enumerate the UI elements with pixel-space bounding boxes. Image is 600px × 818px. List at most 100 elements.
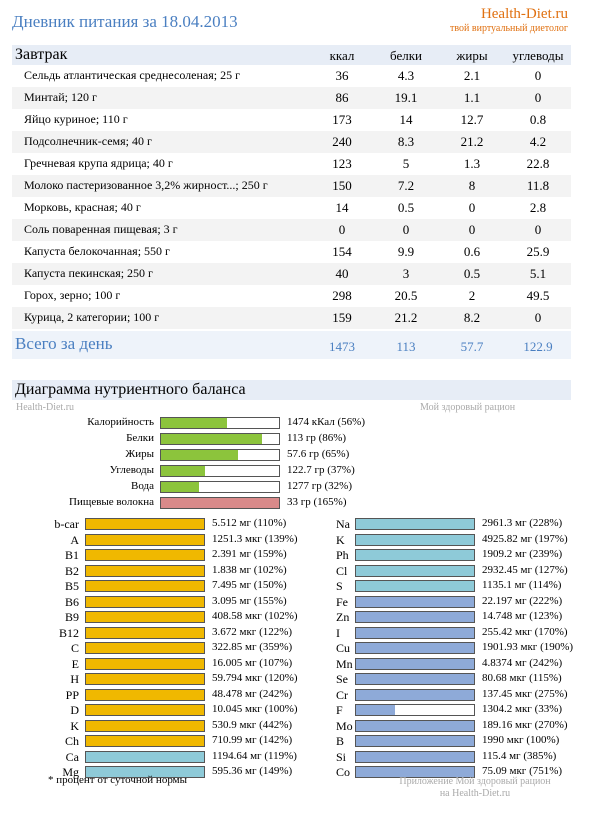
balance-label: Калорийность <box>87 416 154 428</box>
vitamin-value: 5.512 мг (110%) <box>212 517 287 529</box>
mineral-bar <box>355 580 475 592</box>
col-header-fat: жиры <box>456 48 488 63</box>
mineral-value: 4925.82 мг (197%) <box>482 532 568 545</box>
vitamin-value: 10.045 мкг (100%) <box>212 703 298 715</box>
vitamin-value: 48.478 мг (242%) <box>212 687 293 700</box>
cell-kcal: 86 <box>335 90 349 105</box>
mineral-bar <box>355 750 475 763</box>
mineral-label: Cl <box>336 563 348 578</box>
table-row[interactable]: Капуста белокочанная; 550 г 154 9.9 0.6 25.9 <box>12 241 571 263</box>
vitamin-bar-fill <box>86 612 204 622</box>
balance-value: 1277 гр (32%) <box>287 480 353 492</box>
vitamin-label: E <box>71 656 79 671</box>
mineral-label: Cu <box>336 641 351 655</box>
vitamin-value: 3.095 мг (155%) <box>212 594 287 607</box>
watermark-left: Health-Diet.ru <box>16 402 75 413</box>
mineral-label: Mo <box>336 718 353 733</box>
vitamin-label: Ch <box>64 734 79 748</box>
vitamin-value: 2.391 мг (159%) <box>212 548 287 560</box>
vitamin-bar <box>85 518 205 530</box>
mineral-bar <box>355 657 475 670</box>
table-row[interactable]: Морковь, красная; 40 г 14 0.5 0 2.8 <box>12 197 571 219</box>
mineral-bar <box>355 549 475 561</box>
mineral-value: 22.197 мг (222%) <box>482 594 563 607</box>
cell-fat: 2.1 <box>463 68 481 83</box>
cell-kcal: 173 <box>332 112 352 127</box>
mineral-bar <box>355 704 475 716</box>
balance-bar-fill <box>161 434 263 444</box>
cell-fat: 0 <box>468 200 476 215</box>
cell-kcal: 36 <box>335 68 349 83</box>
table-row[interactable]: Яйцо куриное; 110 г 173 14 12.7 0.8 <box>12 109 571 131</box>
mineral-value: 137.45 мкг (275%) <box>482 687 568 700</box>
vitamin-value: 322.85 мг (359%) <box>212 641 293 653</box>
cell-fat: 2 <box>468 288 476 303</box>
mineral-bar-fill <box>356 751 474 762</box>
cell-protein: 0 <box>402 222 410 237</box>
mineral-label: S <box>336 579 343 593</box>
cell-carbs: 22.8 <box>526 156 550 171</box>
cell-carbs: 49.5 <box>526 288 550 303</box>
table-row[interactable]: Минтай; 120 г 86 19.1 1.1 0 <box>12 87 571 109</box>
vitamin-bar-fill <box>86 519 204 529</box>
balance-bar-fill <box>161 450 238 460</box>
cell-carbs: 11.8 <box>526 178 550 193</box>
vitamin-bar <box>85 564 205 577</box>
mineral-bar <box>355 626 475 639</box>
vitamin-bar-fill <box>86 534 204 545</box>
mineral-bar-fill <box>356 658 474 669</box>
meal-title: Завтрак <box>15 46 68 63</box>
cell-kcal: 159 <box>332 310 352 325</box>
food-name: Минтай; 120 г <box>24 90 97 104</box>
brand-logo[interactable]: Health-Diet.ru твой виртуальный диетолог <box>450 6 568 35</box>
vitamin-label: D <box>70 703 79 717</box>
table-row[interactable]: Сельдь атлантическая среднесоленая; 25 г… <box>12 65 571 87</box>
cell-kcal: 240 <box>332 134 352 149</box>
vitamin-bar <box>85 580 205 592</box>
cell-protein: 20.5 <box>394 288 418 303</box>
cell-protein: 0.5 <box>397 200 415 215</box>
cell-carbs: 4.2 <box>529 134 547 149</box>
vitamin-label: B1 <box>64 548 79 562</box>
mineral-bar <box>355 766 475 778</box>
table-row[interactable]: Молоко пастеризованное 3,2% жирност...; … <box>12 175 571 197</box>
mineral-value: 80.68 мкг (115%) <box>482 672 562 684</box>
cell-fat: 1.1 <box>463 90 481 105</box>
vitamin-bar <box>85 673 205 685</box>
vitamin-bar <box>85 719 205 732</box>
balance-value: 113 гр (86%) <box>287 432 347 444</box>
balance-bar-fill <box>161 498 279 508</box>
table-row[interactable]: Горох, зерно; 100 г 298 20.5 2 49.5 <box>12 285 571 307</box>
brand-name: Health-Diet.ru <box>480 6 568 22</box>
mineral-bar <box>355 611 475 623</box>
balance-bar <box>160 417 280 429</box>
cell-kcal: 0 <box>338 222 346 237</box>
mineral-label: Fe <box>336 594 348 609</box>
vitamin-label: B9 <box>64 610 79 624</box>
cell-protein: 19.1 <box>394 90 418 105</box>
balance-label: Пищевые волокна <box>69 496 154 508</box>
vitamin-label: Ca <box>65 749 79 764</box>
vitamin-label: b-car <box>54 517 79 531</box>
vitamin-value: 408.58 мкг (102%) <box>212 610 298 622</box>
mineral-bar <box>355 735 475 747</box>
vitamin-bar <box>85 611 205 623</box>
mineral-label: Mn <box>336 656 353 671</box>
table-row[interactable]: Курица, 2 категории; 100 г 159 21.2 8.2 0 <box>12 307 571 329</box>
vitamin-bar-fill <box>86 736 204 746</box>
food-name: Молоко пастеризованное 3,2% жирност...; … <box>24 178 268 192</box>
vitamin-bar <box>85 657 205 670</box>
col-header-carbs: углеводы <box>512 48 564 63</box>
table-row[interactable]: Соль поваренная пищевая; 3 г 0 0 0 0 <box>12 219 571 241</box>
mineral-value: 1304.2 мкг (33%) <box>482 703 563 715</box>
vitamin-label: C <box>70 641 79 655</box>
vitamin-bar-fill <box>86 596 204 607</box>
table-row[interactable]: Капуста пекинская; 250 г 40 3 0.5 5.1 <box>12 263 571 285</box>
vitamin-bar-fill <box>86 550 204 560</box>
cell-protein: 9.9 <box>397 244 415 259</box>
cell-kcal: 123 <box>332 156 352 171</box>
balance-bar <box>160 465 280 477</box>
table-row[interactable]: Гречневая крупа ядрица; 40 г 123 5 1.3 22.8 <box>12 153 571 175</box>
table-row[interactable]: Подсолнечник-семя; 40 г 240 8.3 21.2 4.2 <box>12 131 571 153</box>
vitamin-value: 1194.64 мг (119%) <box>212 749 297 762</box>
